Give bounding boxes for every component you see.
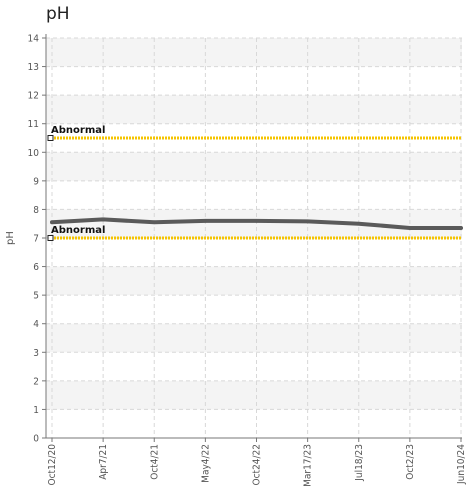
ph-data-point — [356, 221, 361, 226]
ph-data-point — [50, 220, 54, 225]
grid-band — [46, 38, 462, 67]
x-tick-label: Oct4/21 — [149, 444, 160, 480]
y-tick-label: 6 — [33, 262, 39, 273]
grid-band — [46, 380, 462, 410]
x-tick-label: Oct12/20 — [47, 444, 58, 486]
x-tick-label: Jul18/23 — [354, 444, 365, 482]
x-tick-label: Mar17/23 — [303, 444, 314, 487]
grid-band — [46, 323, 462, 353]
x-tick-label: May4/22 — [200, 444, 211, 483]
y-tick-label: 8 — [33, 205, 39, 216]
y-tick-label: 14 — [28, 34, 40, 45]
y-axis-label: pH — [5, 231, 16, 245]
x-tick-label: Apr7/21 — [98, 444, 109, 480]
y-tick-label: 10 — [28, 148, 40, 159]
threshold-label: Abnormal — [51, 225, 105, 236]
threshold-label: Abnormal — [51, 125, 105, 136]
threshold-marker — [47, 235, 54, 241]
ph-data-point — [459, 226, 463, 230]
y-tick-label: 4 — [33, 319, 39, 330]
ph-data-point — [254, 219, 259, 223]
grid-band — [46, 152, 462, 181]
ph-data-point — [408, 226, 412, 230]
y-tick-label: 2 — [33, 376, 39, 387]
grid-band — [46, 209, 462, 238]
y-tick-label: 7 — [33, 234, 39, 245]
y-tick-label: 0 — [33, 434, 39, 445]
threshold-marker — [47, 135, 54, 141]
ph-data-point — [203, 219, 208, 223]
y-tick-label: 13 — [28, 62, 39, 73]
x-tick-label: Jun10/24 — [456, 444, 467, 485]
y-tick-label: 12 — [28, 91, 39, 102]
y-tick-label: 3 — [33, 348, 39, 359]
y-tick-label: 1 — [33, 405, 39, 416]
grid-band — [46, 95, 462, 124]
grid-band — [46, 266, 462, 296]
x-tick-label: Oct2/23 — [405, 444, 416, 480]
y-tick-label: 5 — [33, 291, 39, 302]
ph-data-point — [305, 219, 310, 224]
x-tick-label: Oct24/22 — [252, 444, 263, 485]
ph-data-point — [101, 217, 105, 222]
chart-title: pH — [46, 4, 70, 24]
ph-data-point — [152, 220, 157, 225]
y-tick-label: 11 — [28, 119, 39, 130]
y-tick-label: 9 — [33, 176, 39, 187]
